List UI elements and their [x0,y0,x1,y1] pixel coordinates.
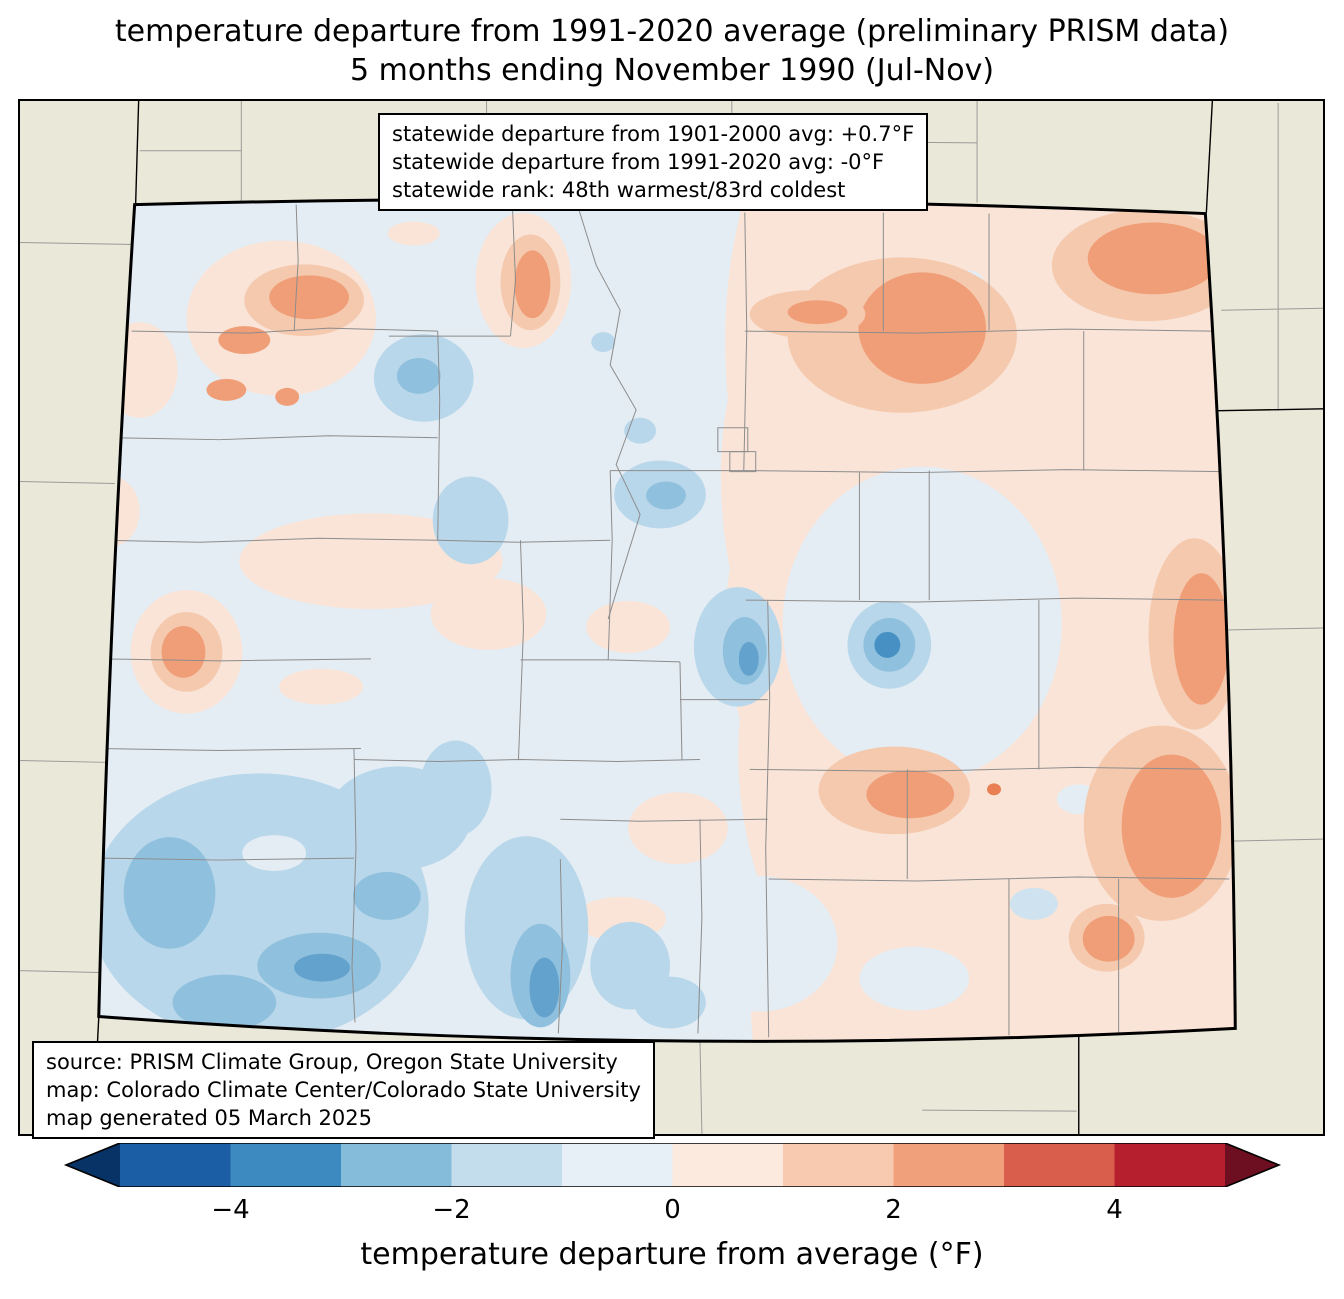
stats-line-3: statewide rank: 48th warmest/83rd coldes… [392,178,846,203]
title-line-2: 5 months ending November 1990 (Jul-Nov) [349,53,995,88]
colorbar-segment [1004,1143,1116,1187]
colorbar-tick-label: −4 [211,1195,250,1225]
colorbar-segment [893,1143,1005,1187]
colorbar-scale [63,1143,1282,1187]
anomaly-field [98,199,1236,1042]
source-box: source: PRISM Climate Group, Oregon Stat… [32,1041,655,1140]
source-line-2: map: Colorado Climate Center/Colorado St… [46,1078,641,1103]
colorbar-tick-label: 2 [885,1195,902,1225]
colorbar-segment [341,1143,453,1187]
colorbar-segment [451,1143,563,1187]
source-line-3: map generated 05 March 2025 [46,1106,373,1131]
colorbar-tick-label: 0 [664,1195,681,1225]
colorbar: −4 −2 0 2 4 temperature departure from avera… [0,1143,1344,1299]
colorbar-left-arrow [66,1143,120,1187]
colorbar-segment [230,1143,342,1187]
colorbar-tick-label: −2 [432,1195,471,1225]
colorbar-outline [63,1143,1282,1187]
colorbar-segment [562,1143,674,1187]
stats-box: statewide departure from 1901-2000 avg: … [378,113,929,212]
stats-line-1: statewide departure from 1901-2000 avg: … [392,122,915,146]
county-boundaries [98,204,1230,1038]
colorbar-tick-label: 4 [1106,1195,1123,1225]
colorbar-label: temperature departure from average (°F) [360,1237,984,1272]
colorbar-segment [672,1143,784,1187]
warm-blobs [150,209,1236,972]
title-line-1: temperature departure from 1991-2020 ave… [114,14,1230,49]
colorbar-right-arrow [1225,1143,1279,1187]
cool-blobs [98,332,932,1042]
map-frame: statewide departure from 1901-2000 avg: … [18,99,1325,1140]
figure-title: temperature departure from 1991-2020 ave… [0,12,1344,90]
stats-line-2: statewide departure from 1991-2020 avg: … [392,150,885,175]
colorado-anomaly-map [20,101,1323,1134]
colorbar-segment [120,1143,232,1187]
source-line-1: source: PRISM Climate Group, Oregon Stat… [46,1050,618,1074]
colorbar-segment [1114,1143,1226,1187]
colorbar-segment [783,1143,895,1187]
